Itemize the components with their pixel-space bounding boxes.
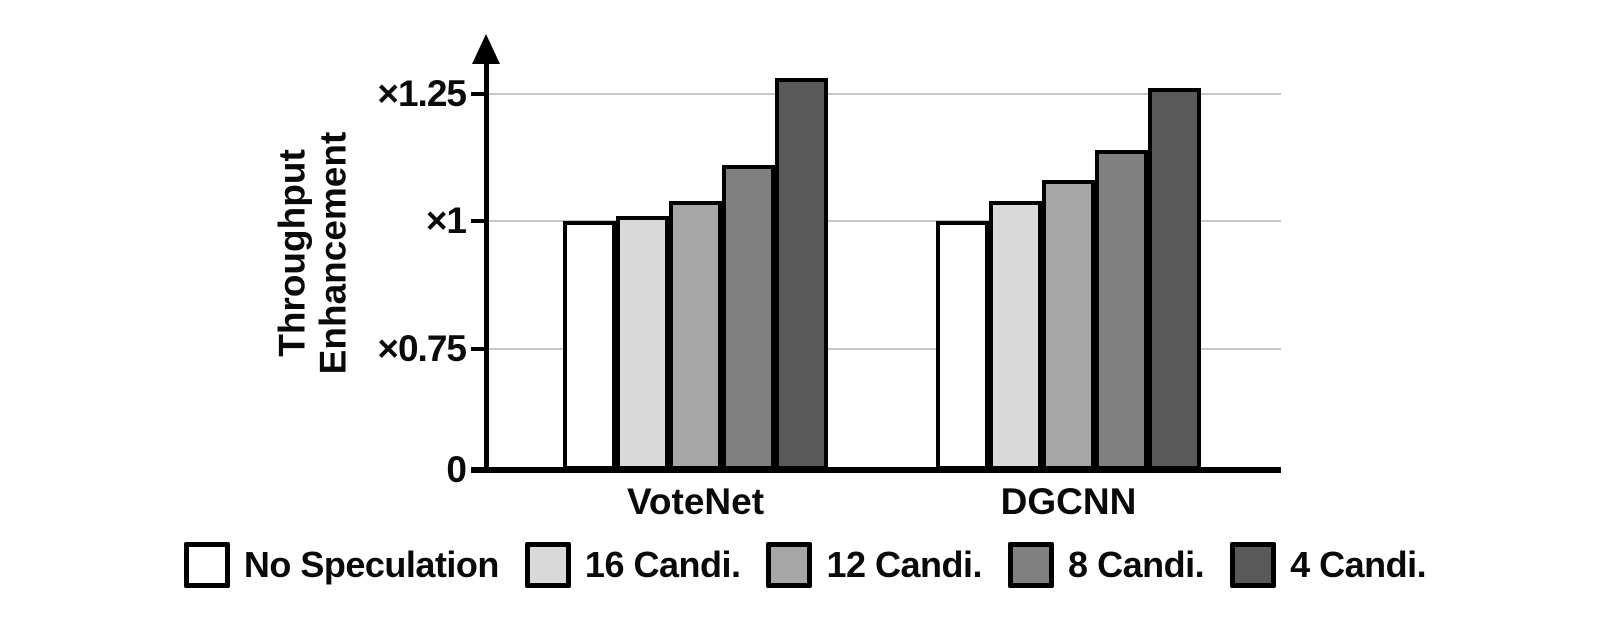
legend-swatch-8-candi: [1008, 542, 1055, 588]
legend-label: 12 Candi.: [826, 544, 983, 585]
legend-item-12-candi: 12 Candi.: [766, 542, 983, 588]
x-axis-line: [471, 467, 1281, 473]
bar-dgcnn-4-candi: [1148, 88, 1201, 470]
legend-swatch-16-candi: [524, 542, 571, 588]
chart-legend: No Speculation 16 Candi. 12 Candi. 8 Candi.…: [0, 542, 1610, 588]
legend-label: 16 Candi.: [584, 544, 741, 585]
legend-swatch-no-speculation: [183, 542, 230, 588]
bar-votenet-12-candi: [669, 201, 722, 470]
bar-dgcnn-16-candi: [989, 201, 1042, 470]
bar-votenet-16-candi: [616, 216, 669, 470]
bar-dgcnn-8-candi: [1095, 150, 1148, 470]
y-tick-label: ×0.75: [377, 328, 467, 369]
gridline-1: [488, 220, 1281, 222]
y-tick-label: ×1: [425, 200, 467, 241]
legend-label: 8 Candi.: [1068, 544, 1205, 585]
bar-votenet-8-candi: [722, 165, 775, 470]
x-category-label-votenet: VoteNet: [626, 481, 765, 522]
x-category-label-dgcnn: DGCNN: [1000, 481, 1137, 522]
legend-label: No Speculation: [243, 544, 500, 585]
bar-votenet-no-speculation: [563, 221, 616, 470]
y-tick-label: 0: [446, 449, 467, 490]
legend-item-16-candi: 16 Candi.: [524, 542, 741, 588]
legend-item-no-speculation: No Speculation: [183, 542, 500, 588]
legend-swatch-4-candi: [1230, 542, 1277, 588]
y-axis-line: [484, 56, 489, 473]
gridline-0-75: [488, 348, 1281, 350]
legend-label: 4 Candi.: [1290, 544, 1427, 585]
bar-dgcnn-12-candi: [1042, 180, 1095, 470]
legend-swatch-12-candi: [766, 542, 813, 588]
gridline-1-25: [488, 93, 1281, 95]
y-tick-mark: [471, 219, 484, 223]
y-tick-label: ×1.25: [377, 73, 467, 114]
bar-votenet-4-candi: [775, 78, 828, 470]
arrow-up-icon: [472, 34, 500, 64]
bar-dgcnn-no-speculation: [936, 221, 989, 470]
legend-item-4-candi: 4 Candi.: [1230, 542, 1427, 588]
y-tick-mark: [471, 347, 484, 351]
y-tick-mark: [471, 92, 484, 96]
legend-item-8-candi: 8 Candi.: [1008, 542, 1205, 588]
